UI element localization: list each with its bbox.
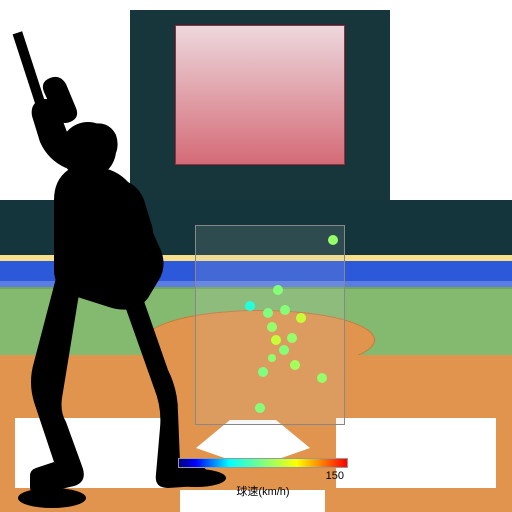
- pitch-marker: [279, 345, 289, 355]
- pitch-marker: [287, 333, 297, 343]
- pitch-location-chart: 100 150 球速(km/h): [0, 0, 512, 512]
- legend-ticks: 100 150: [178, 470, 348, 482]
- legend-gradient: [178, 458, 348, 468]
- pitch-marker: [280, 305, 290, 315]
- legend-tick-min: 100: [182, 470, 200, 482]
- pitch-marker: [271, 335, 281, 345]
- pitch-marker: [296, 313, 306, 323]
- pitch-marker: [290, 360, 300, 370]
- pitch-marker: [273, 285, 283, 295]
- pitch-marker: [328, 235, 338, 245]
- pitch-marker: [317, 373, 327, 383]
- legend-tick-max: 150: [326, 470, 344, 482]
- legend-label: 球速(km/h): [178, 483, 348, 499]
- batter-silhouette: [0, 30, 270, 510]
- color-legend: 100 150 球速(km/h): [178, 458, 348, 499]
